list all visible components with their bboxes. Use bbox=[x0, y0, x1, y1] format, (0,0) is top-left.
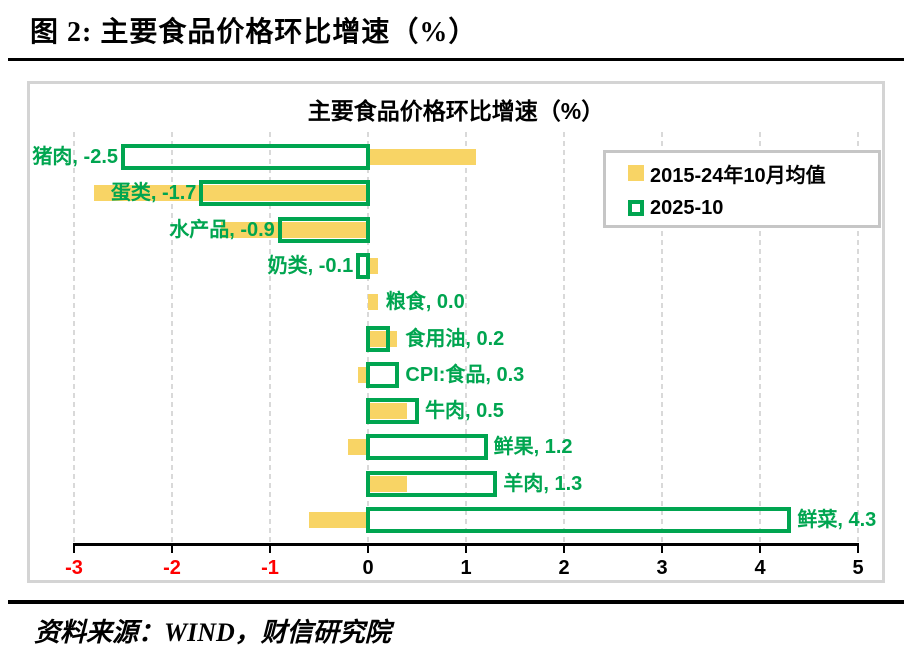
avg-bar-粮食 bbox=[368, 294, 378, 311]
gridline--2 bbox=[171, 132, 173, 543]
x-tick-label-3: 3 bbox=[656, 557, 668, 579]
avg-bar-水产品 bbox=[221, 221, 368, 238]
bar-label-羊肉: 羊肉, 1.3 bbox=[503, 472, 583, 495]
current-bar-水产品 bbox=[277, 216, 370, 243]
gridline-1 bbox=[465, 132, 467, 543]
current-bar-CPI:食品 bbox=[366, 361, 400, 388]
x-axis-tick-4 bbox=[759, 543, 761, 553]
x-axis-tick-5 bbox=[857, 543, 859, 553]
bar-label-水产品: 水产品, -0.9 bbox=[169, 218, 275, 241]
current-bar-奶类 bbox=[356, 252, 370, 279]
x-axis-tick--2 bbox=[171, 543, 173, 553]
gridline-2 bbox=[563, 132, 565, 543]
x-tick-label-2: 2 bbox=[558, 557, 570, 579]
chart-container: 主要食品价格环比增速（%） 2015-24年10月均值 2025-10 猪肉, … bbox=[27, 81, 885, 583]
legend-item-current: 2025-10 bbox=[628, 197, 878, 220]
bar-label-猪肉: 猪肉, -2.5 bbox=[32, 146, 118, 168]
avg-bar-羊肉 bbox=[368, 475, 408, 492]
source-note: 资料来源：WIND，财信研究院 bbox=[34, 618, 391, 647]
avg-bar-猪肉 bbox=[368, 149, 476, 165]
gridline-5 bbox=[857, 132, 859, 543]
avg-bar-奶类 bbox=[368, 257, 378, 274]
x-tick-label-5: 5 bbox=[852, 557, 864, 579]
legend-swatch-average bbox=[628, 165, 644, 181]
x-tick-label--2: -2 bbox=[163, 557, 181, 579]
legend-swatch-current bbox=[628, 200, 644, 216]
bar-label-CPI:食品: CPI:食品, 0.3 bbox=[405, 363, 525, 386]
avg-bar-食用油 bbox=[368, 330, 398, 347]
avg-bar-CPI:食品 bbox=[358, 366, 368, 383]
figure-caption: 图 2: 主要食品价格环比增速（%） bbox=[30, 17, 478, 48]
current-bar-鲜菜 bbox=[366, 507, 792, 533]
x-axis-tick-0 bbox=[367, 543, 369, 553]
bar-label-鲜菜: 鲜菜, 4.3 bbox=[797, 509, 877, 531]
x-tick-label-0: 0 bbox=[362, 557, 374, 579]
legend: 2015-24年10月均值 2025-10 bbox=[603, 150, 881, 228]
bar-label-牛肉: 牛肉, 0.5 bbox=[425, 400, 504, 423]
bar-label-粮食: 粮食, 0.0 bbox=[385, 291, 465, 314]
avg-bar-牛肉 bbox=[368, 403, 408, 420]
x-axis-tick-3 bbox=[661, 543, 663, 553]
bar-label-奶类: 奶类, -0.1 bbox=[267, 254, 354, 277]
bar-label-食用油: 食用油, 0.2 bbox=[405, 327, 505, 350]
avg-bar-鲜菜 bbox=[309, 512, 368, 528]
current-bar-食用油 bbox=[366, 325, 390, 352]
x-axis-tick-2 bbox=[563, 543, 565, 553]
gridline-4 bbox=[759, 132, 761, 543]
top-rule bbox=[8, 58, 904, 61]
current-bar-蛋类 bbox=[199, 180, 370, 207]
gridline--3 bbox=[73, 132, 75, 543]
current-bar-牛肉 bbox=[366, 398, 419, 425]
x-axis-tick--3 bbox=[73, 543, 75, 553]
bar-label-蛋类: 蛋类, -1.7 bbox=[110, 182, 197, 205]
legend-label-average: 2015-24年10月均值 bbox=[650, 164, 826, 187]
avg-bar-鲜果 bbox=[348, 439, 368, 456]
gridline-3 bbox=[661, 132, 663, 543]
bottom-rule bbox=[8, 600, 904, 604]
legend-item-average: 2015-24年10月均值 bbox=[628, 159, 878, 188]
legend-label-current: 2025-10 bbox=[650, 196, 724, 219]
x-tick-label--1: -1 bbox=[261, 557, 279, 579]
chart-title: 主要食品价格环比增速（%） bbox=[307, 98, 605, 124]
x-tick-label-1: 1 bbox=[460, 557, 472, 579]
current-bar-羊肉 bbox=[366, 470, 498, 497]
bar-label-鲜果: 鲜果, 1.2 bbox=[493, 436, 573, 459]
current-bar-猪肉 bbox=[121, 144, 370, 170]
avg-bar-蛋类 bbox=[93, 185, 368, 202]
x-axis-tick--1 bbox=[269, 543, 271, 553]
x-tick-label--3: -3 bbox=[65, 557, 83, 579]
current-bar-鲜果 bbox=[366, 434, 488, 461]
gridline--1 bbox=[269, 132, 271, 543]
x-tick-label-4: 4 bbox=[754, 557, 766, 579]
x-axis-tick-1 bbox=[465, 543, 467, 553]
